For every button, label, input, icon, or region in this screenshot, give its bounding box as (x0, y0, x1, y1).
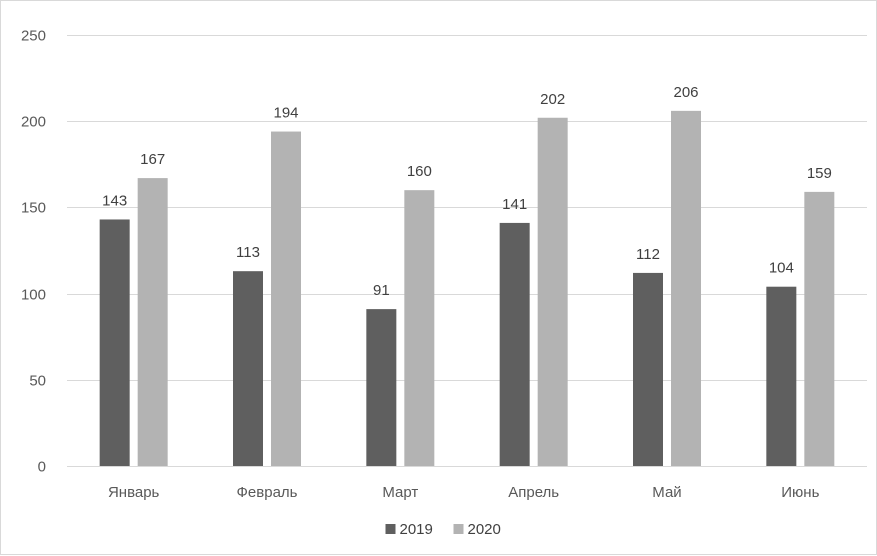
bar-2020-1 (271, 131, 301, 466)
data-label-2019-1: 113 (236, 244, 260, 261)
legend-swatch-2019 (385, 524, 396, 534)
bar-2020-3 (537, 117, 568, 466)
y-tick-label: 250 (21, 28, 46, 45)
data-label-2020-2: 160 (407, 163, 432, 180)
data-label-2020-5: 159 (807, 165, 832, 182)
bar-2019-3 (499, 222, 530, 466)
x-tick-label: Май (652, 484, 681, 501)
data-label-2019-2: 91 (373, 282, 390, 299)
bar-2019-1 (233, 271, 263, 466)
y-tick-label: 50 (29, 373, 46, 390)
data-label-2020-4: 206 (673, 84, 698, 101)
data-label-2019-4: 112 (636, 246, 660, 263)
x-tick-label: Июнь (781, 484, 819, 501)
x-axis: Январь Февраль Март Апрель Май Июнь (67, 466, 867, 501)
data-label-2020-1: 194 (273, 105, 298, 122)
bar-2020-5 (804, 191, 835, 466)
data-label-2020-3: 202 (540, 91, 565, 108)
bar-2019-4 (633, 272, 663, 466)
data-label-2019-0: 143 (102, 192, 127, 209)
x-tick-label: Март (382, 484, 418, 501)
y-tick-label: 150 (21, 200, 46, 217)
data-label-2019-5: 104 (769, 260, 794, 277)
y-axis: 0 50 100 150 200 250 (21, 28, 46, 476)
y-tick-label: 200 (21, 114, 46, 131)
bar-2019-5 (766, 286, 797, 466)
data-label-2020-0: 167 (140, 151, 165, 168)
bar-2019-0 (99, 219, 130, 466)
legend-swatch-2020 (453, 524, 464, 534)
bar-2019-2 (366, 309, 397, 466)
x-tick-label: Апрель (508, 484, 559, 501)
bar-2020-4 (671, 110, 701, 466)
bar-2020-0 (137, 178, 168, 467)
y-tick-label: 0 (38, 459, 46, 476)
legend: 2019 2020 (385, 521, 501, 538)
gridlines (67, 35, 867, 467)
legend-label-2020: 2020 (468, 521, 501, 538)
x-tick-label: Январь (108, 484, 160, 501)
y-tick-label: 100 (21, 287, 46, 304)
bars (99, 110, 835, 467)
legend-label-2019: 2019 (400, 521, 433, 538)
data-labels: 143 167 113 194 91 160 141 202 112 206 104 159 (102, 84, 832, 299)
bar-2020-2 (404, 190, 435, 466)
data-label-2019-3: 141 (502, 196, 527, 213)
x-tick-label: Февраль (237, 484, 298, 501)
